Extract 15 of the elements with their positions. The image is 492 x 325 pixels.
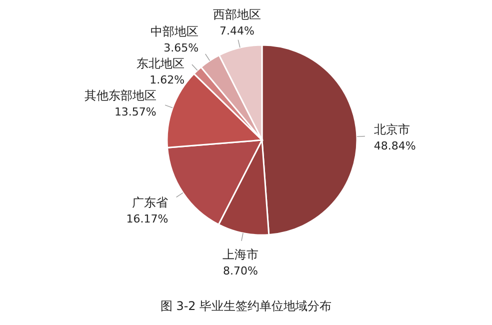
data-label: 13.57%: [114, 105, 156, 118]
data-label: 3.65%: [164, 41, 199, 54]
data-label: 7.44%: [220, 24, 254, 38]
slice-label: 上海市: [222, 248, 258, 262]
slice-label: 中部地区: [150, 24, 199, 38]
slice-label: 北京市: [374, 122, 410, 137]
slice-label: 广东省: [132, 195, 168, 210]
data-label: 16.17%: [126, 212, 168, 226]
data-label: 1.62%: [150, 73, 185, 86]
text: 图 3-2 毕业生签约单位地域分布: [160, 299, 332, 313]
data-label: 48.84%: [374, 140, 416, 153]
slice-label: 其他东部地区: [84, 88, 156, 102]
slice-label: 西部地区: [212, 7, 261, 22]
data-label: 8.70%: [222, 264, 258, 278]
slice-label: 东北地区: [136, 56, 185, 70]
